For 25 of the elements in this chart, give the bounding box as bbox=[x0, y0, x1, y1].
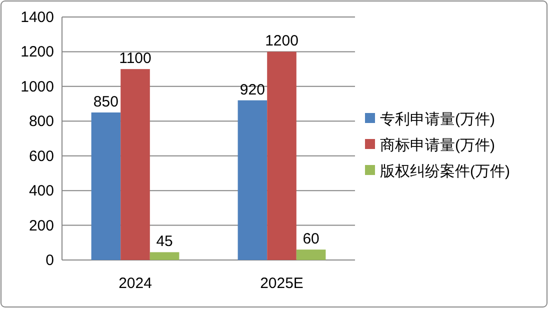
y-tick-label: 600 bbox=[28, 148, 54, 165]
bar bbox=[296, 250, 326, 260]
y-tick-label: 200 bbox=[28, 217, 54, 234]
data-label: 920 bbox=[240, 81, 265, 98]
y-tick-label: 400 bbox=[28, 182, 54, 200]
data-label: 1100 bbox=[119, 50, 152, 68]
y-tick-label: 1400 bbox=[20, 9, 54, 26]
data-label: 1200 bbox=[265, 32, 298, 50]
bar bbox=[150, 252, 180, 260]
bar bbox=[238, 100, 268, 260]
y-tick-label: 800 bbox=[28, 113, 54, 130]
y-tick-label: 0 bbox=[46, 252, 54, 269]
legend-label: 版权纠纷案件(万件) bbox=[380, 163, 510, 180]
data-label: 45 bbox=[156, 233, 173, 250]
y-tick-label: 1200 bbox=[20, 44, 54, 61]
bar bbox=[120, 69, 150, 260]
legend-label: 专利申请量(万件) bbox=[380, 111, 495, 128]
data-label: 60 bbox=[302, 230, 320, 248]
bar bbox=[267, 52, 296, 260]
x-tick-label: 2025E bbox=[260, 275, 304, 292]
y-tick-label: 1000 bbox=[20, 78, 54, 96]
x-tick-label: 2024 bbox=[118, 275, 152, 292]
data-label: 850 bbox=[93, 93, 118, 110]
legend-label: 商标申请量(万件) bbox=[380, 137, 495, 154]
bar bbox=[91, 112, 121, 260]
